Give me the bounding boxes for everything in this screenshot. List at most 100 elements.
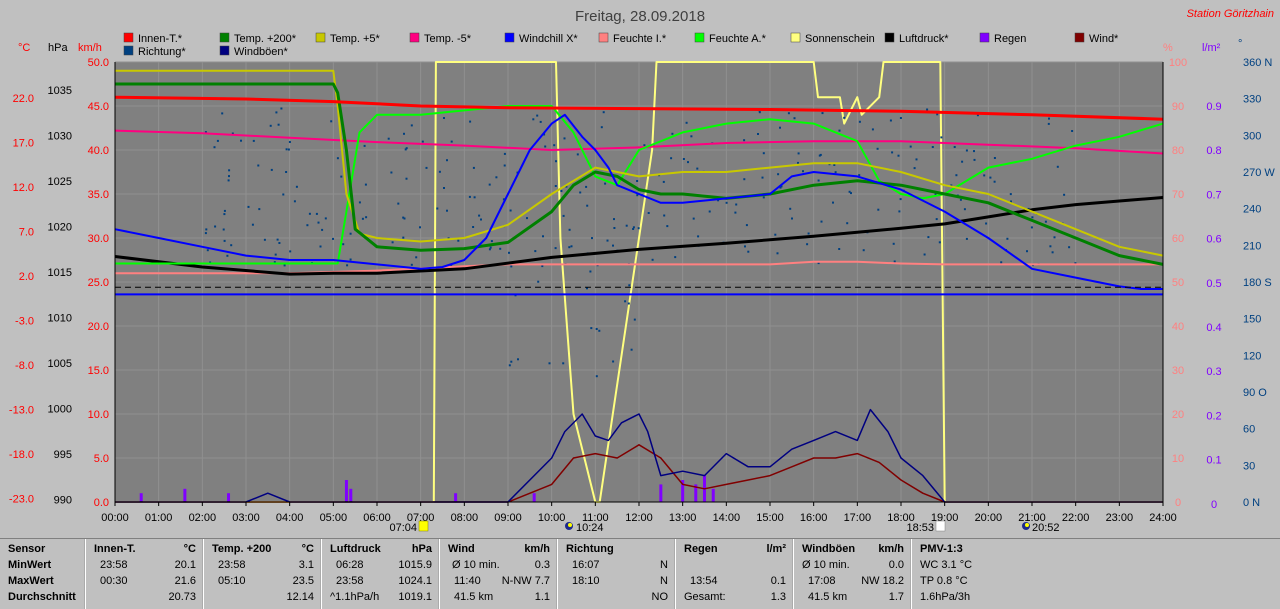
direction-point [346,264,349,267]
legend-item-feuchte-i: Feuchte I.* [598,32,667,45]
direction-tick-label: 270 W [1243,167,1275,179]
legend-item-richtung: Richtung* [123,45,186,58]
celsius-tick-label: -8.0 [15,360,34,372]
direction-point [613,227,616,229]
series-line-windchill-x [114,113,1163,290]
direction-point [227,179,230,182]
direction-point [931,146,934,148]
direction-point [204,232,207,235]
direction-point [324,217,327,220]
direction-point [387,137,390,140]
direction-point [579,191,582,194]
direction-point [891,151,894,154]
direction-point [871,128,874,131]
direction-point [361,217,364,220]
direction-point [363,144,366,147]
direction-point [293,200,296,203]
direction-point [983,174,986,177]
direction-point [489,246,492,249]
direction-point [666,225,669,228]
stats-innen-avg-value: 20.73 [168,591,196,603]
direction-point [570,245,573,248]
direction-point [892,242,895,245]
kmh-tick-label: 5.0 [94,453,109,465]
direction-point [745,224,748,227]
direction-point [807,232,810,235]
direction-point [287,148,290,151]
direction-point [893,260,896,263]
legend-swatch [123,32,134,43]
direction-point [403,217,406,220]
direction-point [779,126,781,129]
time-tick-label: 00:00 [101,512,129,524]
direction-point [537,280,540,283]
direction-point [340,175,343,178]
kmh-tick-label: 20.0 [88,321,109,333]
direction-point [555,160,557,163]
direction-point [247,205,250,208]
direction-point [628,284,631,287]
direction-point [647,212,650,214]
weather-chart: Freitag, 28.09.2018 Station Göritzhain I… [8,8,1276,534]
hpa-unit: hPa [48,42,68,54]
stats-regen-max-time: 13:54 [690,575,718,587]
direction-point [797,161,799,164]
direction-point [897,154,900,157]
chart-title: Freitag, 28.09.2018 [575,8,705,25]
direction-point [927,236,930,239]
kmh-tick-label: 35.0 [88,189,109,201]
series-line-windb-en [115,408,1163,503]
direction-point [576,153,579,156]
direction-point [365,216,368,219]
direction-point [221,112,224,115]
direction-point [280,107,283,110]
kmh-tick-label: 50.0 [88,57,109,69]
direction-point [636,180,639,182]
stats-min-label: MinWert [8,559,52,571]
series-line-feuchte-i [115,260,1163,275]
direction-point [402,216,405,219]
hpa-tick-label: 1025 [48,176,72,188]
direction-point [965,237,968,240]
rain-tick-label: 0.5 [1206,278,1221,290]
hpa-tick-label: 1010 [48,313,72,325]
direction-point [436,207,439,210]
direction-point [228,169,231,172]
time-tick-label: 08:00 [451,512,479,524]
rain-bar [183,488,187,502]
direction-tick-label: 60 [1243,424,1255,436]
statistics-panel: Sensor MinWert MaxWert Durchschnitt Inne… [0,538,1280,609]
direction-point [877,208,880,211]
percent-tick-label: 70 [1172,189,1184,201]
hpa-tick-label: 1015 [48,267,72,279]
direction-point [306,224,309,227]
direction-tick-label: 330 [1243,94,1261,106]
sunset-marker: 18:53 [906,520,946,534]
stats-regen-total-label: Gesamt: [684,591,726,603]
direction-point [1063,193,1066,196]
stats-luft-max-time: 23:58 [336,575,364,587]
direction-point [263,238,266,241]
direction-point [1048,117,1050,120]
direction-point [735,203,738,206]
direction-point [612,360,615,363]
direction-point [632,228,635,230]
percent-tick-label: 100 [1169,57,1187,69]
rain-bar [711,488,715,502]
sunrise-marker: 07:04 [389,520,429,534]
stats-luft-title: Luftdruck [330,543,381,555]
direction-point [600,126,603,129]
legend-item-temp-200: Temp. +200* [219,32,297,45]
direction-point [950,184,953,187]
direction-point [858,120,861,123]
time-tick-label: 13:00 [669,512,697,524]
time-tick-label: 22:00 [1062,512,1090,524]
direction-point [585,185,588,188]
stats-temp-block: Temp. +200 °C 23:58 3.1 05:10 23.5 12.14 [204,539,322,609]
direction-point [761,176,764,179]
stats-regen-title: Regen [684,543,718,555]
rain-bar [659,484,663,502]
direction-point [913,167,916,170]
direction-tick-label: 180 S [1243,277,1272,289]
legend-label: Temp. -5* [424,33,472,45]
